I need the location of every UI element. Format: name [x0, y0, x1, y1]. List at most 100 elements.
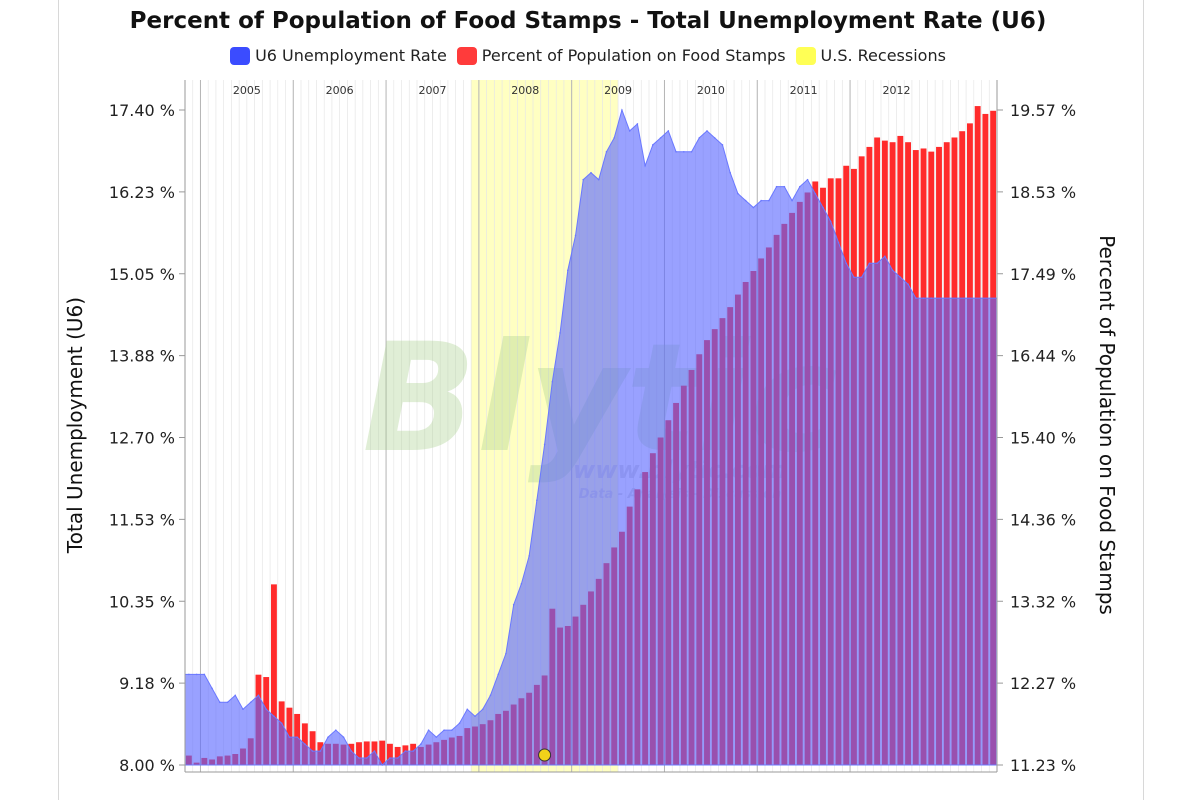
- u6-point: [582, 178, 585, 181]
- u6-point: [667, 130, 670, 132]
- u6-point: [783, 185, 786, 188]
- u6-point: [188, 673, 190, 676]
- u6-point: [605, 151, 608, 153]
- year-label-2012: 2012: [882, 84, 910, 97]
- u6-point: [381, 764, 384, 766]
- u6-point: [466, 708, 469, 711]
- u6-point: [404, 750, 407, 752]
- year-label-2007: 2007: [418, 84, 446, 97]
- u6-point: [837, 241, 840, 244]
- right-tick-label: 14.36 %: [1010, 510, 1076, 529]
- u6-point: [845, 262, 847, 265]
- u6-point: [891, 269, 894, 272]
- u6-point: [659, 137, 662, 139]
- u6-point: [613, 137, 615, 139]
- u6-point: [760, 199, 762, 202]
- food-stamps-bar: [379, 740, 386, 765]
- u6-point: [342, 736, 345, 738]
- u6-point: [791, 199, 793, 202]
- u6-point: [365, 757, 368, 759]
- left-tick-label: 15.05 %: [109, 265, 175, 284]
- u6-point: [590, 171, 592, 174]
- right-tick-label: 12.27 %: [1010, 674, 1076, 693]
- left-tick-label: 8.00 %: [119, 756, 175, 775]
- u6-point: [683, 151, 685, 153]
- u6-point: [195, 673, 198, 676]
- year-label-2005: 2005: [233, 84, 261, 97]
- u6-point: [520, 583, 523, 585]
- legend-item-recessions[interactable]: U.S. Recessions: [795, 46, 946, 65]
- u6-point: [675, 151, 677, 153]
- year-label-2010: 2010: [697, 84, 725, 97]
- u6-point: [296, 736, 298, 738]
- u6-point: [219, 701, 221, 704]
- right-tick-label: 17.49 %: [1010, 265, 1076, 284]
- u6-point: [706, 130, 708, 132]
- u6-point: [884, 255, 886, 258]
- u6-point: [458, 722, 461, 724]
- u6-point: [481, 708, 484, 711]
- u6-point: [203, 673, 206, 676]
- u6-point: [752, 206, 755, 209]
- u6-point: [729, 171, 731, 174]
- u6-point: [350, 750, 353, 752]
- u6-point: [574, 234, 577, 237]
- u6-point: [652, 144, 654, 146]
- legend-item-u6[interactable]: U6 Unemployment Rate: [230, 46, 447, 65]
- left-tick-label: 11.53 %: [109, 510, 175, 529]
- u6-point: [922, 297, 925, 299]
- year-label-2006: 2006: [326, 84, 354, 97]
- year-label-2009: 2009: [604, 84, 632, 97]
- u6-point: [876, 262, 878, 265]
- u6-point: [528, 555, 530, 557]
- u6-point: [396, 757, 399, 759]
- u6-point: [234, 694, 237, 697]
- u6-point: [868, 262, 871, 265]
- right-tick-label: 15.40 %: [1010, 429, 1076, 448]
- u6-point: [822, 206, 824, 209]
- legend-label-recessions: U.S. Recessions: [820, 46, 946, 65]
- u6-point: [443, 729, 445, 731]
- legend-label-u6: U6 Unemployment Rate: [255, 46, 447, 65]
- left-tick-label: 9.18 %: [119, 674, 175, 693]
- food-stamps-bar: [363, 741, 370, 765]
- u6-point: [265, 708, 268, 711]
- u6-point: [427, 729, 430, 731]
- u6-point: [335, 729, 337, 731]
- legend: U6 Unemployment Rate Percent of Populati…: [0, 46, 1176, 65]
- u6-point: [412, 750, 414, 752]
- chart-title: Percent of Population of Food Stamps - T…: [129, 8, 1047, 34]
- u6-point: [829, 220, 832, 223]
- u6-point: [621, 109, 623, 111]
- right-tick-label: 19.57 %: [1010, 101, 1076, 120]
- u6-point: [451, 729, 453, 731]
- u6-point: [698, 137, 701, 139]
- u6-point: [311, 750, 314, 752]
- u6-area: [184, 108, 998, 766]
- u6-point: [536, 499, 538, 502]
- u6-point: [713, 137, 716, 139]
- right-axis-title: Percent of Population on Food Stamps: [1095, 235, 1119, 615]
- left-tick-label: 13.88 %: [109, 347, 175, 366]
- left-axis-title: Total Unemployment (U6): [63, 297, 87, 554]
- legend-item-food-stamps[interactable]: Percent of Population on Food Stamps: [456, 46, 786, 65]
- u6-point: [915, 297, 917, 299]
- right-tick-label: 16.44 %: [1010, 347, 1076, 366]
- right-tick-label: 13.32 %: [1010, 592, 1076, 611]
- u6-point: [327, 736, 329, 738]
- u6-point: [853, 276, 855, 279]
- u6-point: [497, 673, 500, 676]
- u6-point: [768, 199, 770, 202]
- u6-point: [799, 185, 801, 188]
- right-tick-label: 11.23 %: [1010, 756, 1076, 775]
- u6-point: [420, 743, 422, 745]
- right-tick-label: 18.53 %: [1010, 183, 1076, 202]
- u6-point: [543, 443, 546, 446]
- u6-point: [389, 757, 391, 759]
- u6-point: [721, 144, 724, 146]
- legend-swatch-recessions: [795, 46, 816, 65]
- left-tick-label: 17.40 %: [109, 101, 175, 120]
- left-tick-label: 10.35 %: [109, 592, 175, 611]
- u6-point: [288, 736, 291, 738]
- u6-point: [319, 750, 322, 752]
